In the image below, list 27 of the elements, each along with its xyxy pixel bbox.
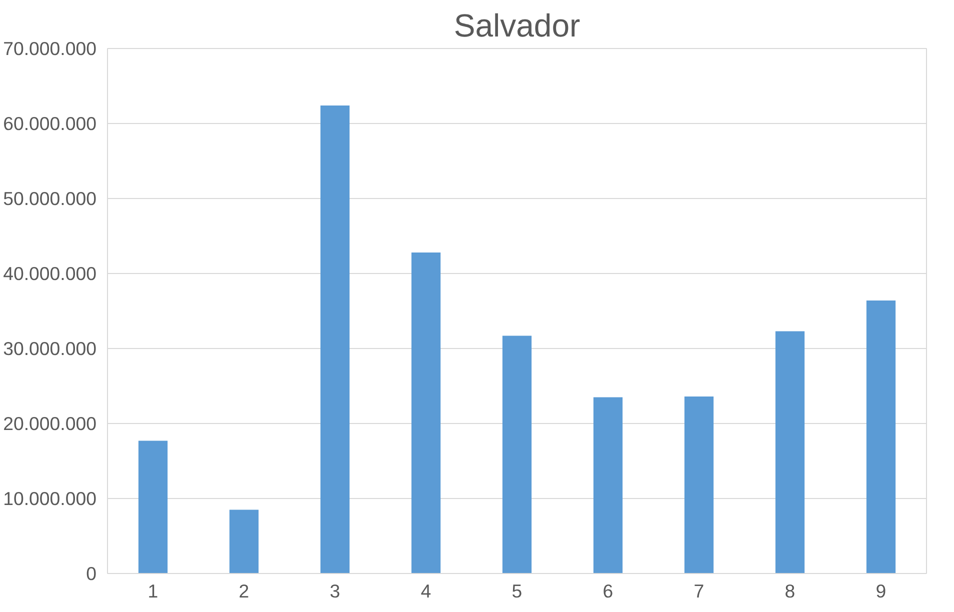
x-tick-label: 5 xyxy=(512,580,522,602)
bar xyxy=(866,300,896,574)
x-tick-label: 4 xyxy=(420,580,432,602)
bar xyxy=(502,336,532,574)
bar xyxy=(684,396,714,574)
x-tick-label: 1 xyxy=(148,580,158,602)
y-tick-label: 40.000.000 xyxy=(3,263,97,284)
y-tick-label: 10.000.000 xyxy=(3,488,97,509)
bar xyxy=(320,106,350,574)
bar xyxy=(593,397,623,574)
x-tick-label: 3 xyxy=(330,580,340,602)
y-tick-label: 0 xyxy=(86,563,97,584)
x-tick-label: 6 xyxy=(602,580,614,602)
x-tick-label: 8 xyxy=(784,580,796,602)
y-tick-label: 60.000.000 xyxy=(3,113,97,134)
chart-title: Salvador xyxy=(454,8,580,44)
bar xyxy=(138,440,168,574)
y-tick-label: 50.000.000 xyxy=(3,188,97,209)
bar xyxy=(775,331,805,574)
x-tick-label: 9 xyxy=(876,580,886,602)
y-tick-label: 20.000.000 xyxy=(3,413,97,434)
bar xyxy=(411,252,441,574)
x-tick-label: 7 xyxy=(694,580,704,602)
bar xyxy=(229,510,259,574)
y-tick-label: 70.000.000 xyxy=(3,38,97,59)
y-tick-label: 30.000.000 xyxy=(3,338,97,359)
x-tick-label: 2 xyxy=(238,580,250,602)
